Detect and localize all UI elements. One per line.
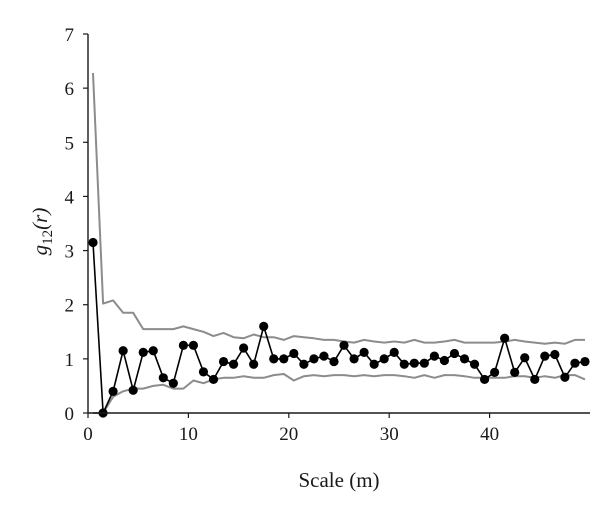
- data-point: [218, 356, 229, 367]
- data-point: [419, 358, 429, 368]
- x-axis-label: Scale (m): [298, 468, 379, 492]
- x-tick-label: 20: [279, 424, 298, 445]
- data-point: [309, 354, 319, 364]
- data-point: [399, 359, 409, 369]
- data-point: [580, 356, 590, 367]
- data-point: [379, 354, 389, 364]
- data-point: [228, 359, 239, 369]
- data-point: [389, 347, 399, 357]
- data-point: [459, 354, 470, 364]
- y-axis-label-main: g: [28, 245, 52, 256]
- data-point: [469, 359, 480, 369]
- data-point: [148, 346, 158, 356]
- data-point: [108, 386, 118, 396]
- y-tick-label: 1: [65, 350, 75, 371]
- data-point: [550, 349, 560, 360]
- data-point: [289, 348, 299, 359]
- data-point: [329, 356, 339, 367]
- y-tick-label: 7: [65, 25, 75, 46]
- data-point: [500, 333, 510, 343]
- data-point: [369, 359, 379, 369]
- x-tick-label: 40: [480, 424, 499, 445]
- y-tick-label: 4: [65, 187, 75, 208]
- data-point: [570, 358, 580, 368]
- data-point: [449, 348, 460, 359]
- data-point: [208, 374, 219, 385]
- data-point: [339, 340, 349, 350]
- data-point: [520, 353, 530, 363]
- y-tick-label: 3: [65, 242, 75, 263]
- plot-area: [88, 72, 590, 418]
- data-point: [530, 374, 540, 385]
- axes: [87, 34, 590, 414]
- data-point: [158, 373, 168, 383]
- x-tick-label: 30: [380, 424, 399, 445]
- data-point: [118, 346, 128, 356]
- data-point: [409, 358, 419, 368]
- x-tick-label: 0: [83, 424, 93, 445]
- data-point: [88, 237, 98, 248]
- x-tick-label: 10: [179, 424, 198, 445]
- y-axis-label-arg: (r): [28, 208, 52, 230]
- y-tick-label: 6: [65, 79, 75, 100]
- y-tick-label: 5: [65, 133, 75, 154]
- data-point: [540, 351, 550, 361]
- data-point: [239, 343, 249, 353]
- upper-envelope-line: [92, 72, 585, 345]
- y-axis-label: g12(r): [28, 208, 56, 256]
- data-point: [479, 374, 490, 385]
- data-point: [560, 372, 570, 382]
- data-point: [359, 347, 369, 357]
- observed-line: [92, 242, 586, 414]
- y-tick-label: 2: [65, 296, 75, 317]
- data-point: [178, 340, 188, 350]
- lower-envelope-line: [93, 373, 586, 414]
- data-point: [198, 367, 209, 377]
- data-point: [319, 351, 329, 361]
- data-point: [439, 355, 450, 366]
- data-point: [269, 354, 279, 364]
- data-point: [259, 321, 269, 331]
- data-point: [168, 378, 178, 388]
- data-point: [188, 340, 199, 350]
- data-point: [349, 354, 359, 364]
- data-point: [490, 367, 500, 377]
- data-point: [249, 359, 259, 369]
- y-tick-label: 0: [65, 404, 75, 425]
- data-point: [138, 347, 148, 357]
- data-point: [279, 354, 289, 364]
- data-point: [429, 351, 439, 361]
- tick-labels: 0 1 2 3 4 5 6 7 0 10 20 30 40: [65, 25, 500, 445]
- data-point: [299, 359, 309, 369]
- data-point: [128, 385, 138, 395]
- data-point: [510, 367, 520, 377]
- y-axis-label-sub: 12: [40, 230, 56, 245]
